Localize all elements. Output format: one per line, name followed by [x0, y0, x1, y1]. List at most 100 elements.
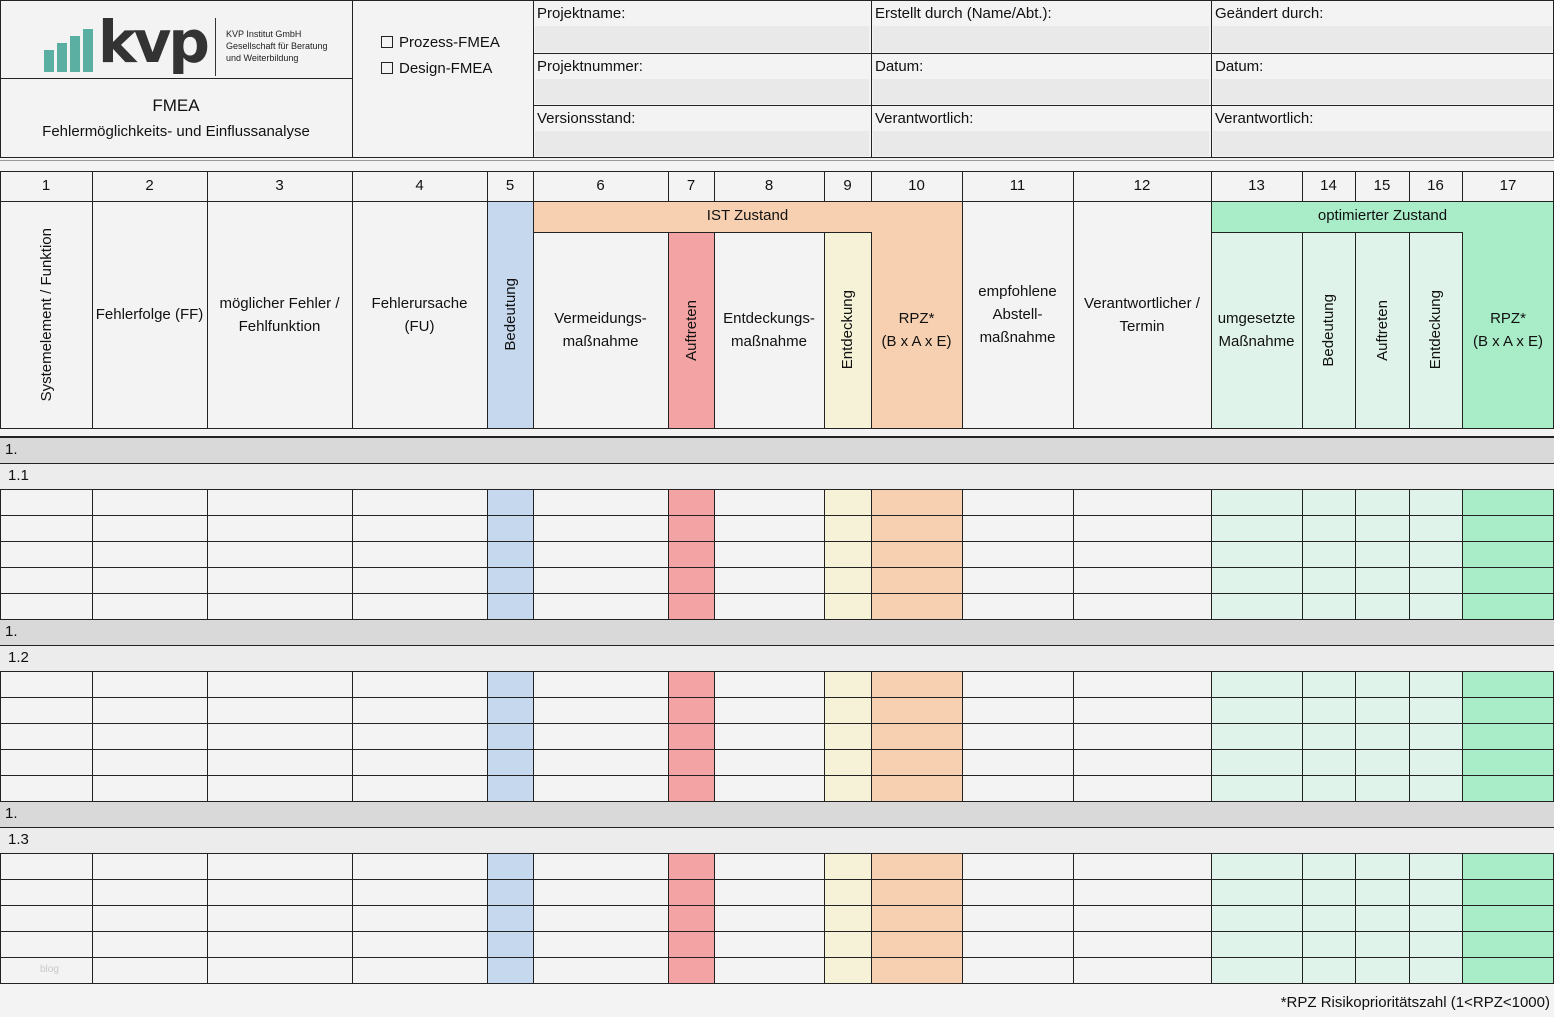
table-cell[interactable] [487, 697, 533, 723]
table-cell[interactable] [1409, 931, 1462, 957]
table-cell[interactable] [824, 905, 871, 931]
table-cell[interactable] [668, 853, 714, 879]
header-field-input[interactable] [535, 26, 869, 52]
table-cell[interactable] [92, 489, 207, 515]
table-cell[interactable] [962, 723, 1073, 749]
table-cell[interactable] [0, 671, 92, 697]
table-cell[interactable] [1211, 957, 1302, 983]
table-cell[interactable] [92, 749, 207, 775]
table-cell[interactable] [0, 749, 92, 775]
table-cell[interactable] [0, 775, 92, 801]
table-cell[interactable] [871, 879, 962, 905]
table-cell[interactable] [1355, 905, 1409, 931]
table-cell[interactable] [871, 489, 962, 515]
table-cell[interactable] [1462, 671, 1554, 697]
header-field-input[interactable] [873, 26, 1209, 52]
table-cell[interactable] [714, 931, 824, 957]
table-cell[interactable] [1211, 489, 1302, 515]
table-cell[interactable] [962, 515, 1073, 541]
table-cell[interactable] [92, 567, 207, 593]
table-cell[interactable] [1355, 931, 1409, 957]
table-cell[interactable] [668, 567, 714, 593]
table-cell[interactable] [1073, 489, 1211, 515]
table-cell[interactable] [1073, 723, 1211, 749]
table-cell[interactable] [487, 853, 533, 879]
table-cell[interactable] [352, 671, 487, 697]
table-cell[interactable] [487, 541, 533, 567]
table-cell[interactable] [207, 489, 352, 515]
table-cell[interactable] [1409, 541, 1462, 567]
table-cell[interactable] [352, 749, 487, 775]
table-cell[interactable] [1211, 541, 1302, 567]
table-cell[interactable] [1302, 671, 1355, 697]
table-cell[interactable] [714, 749, 824, 775]
table-cell[interactable] [1409, 593, 1462, 619]
table-cell[interactable] [207, 749, 352, 775]
table-cell[interactable] [871, 593, 962, 619]
table-cell[interactable] [1409, 489, 1462, 515]
table-cell[interactable] [352, 489, 487, 515]
table-cell[interactable] [714, 879, 824, 905]
table-cell[interactable] [207, 853, 352, 879]
table-cell[interactable] [1073, 567, 1211, 593]
table-cell[interactable] [92, 541, 207, 567]
table-cell[interactable] [1355, 593, 1409, 619]
table-cell[interactable] [487, 723, 533, 749]
table-cell[interactable] [533, 931, 668, 957]
table-cell[interactable] [871, 931, 962, 957]
table-cell[interactable] [207, 697, 352, 723]
checkbox-prozess-fmea[interactable]: Prozess-FMEA [381, 32, 500, 55]
table-cell[interactable] [824, 671, 871, 697]
table-cell[interactable] [1073, 931, 1211, 957]
table-cell[interactable] [1355, 515, 1409, 541]
table-cell[interactable] [714, 723, 824, 749]
header-field-input[interactable] [1213, 131, 1552, 156]
table-cell[interactable] [1211, 905, 1302, 931]
table-cell[interactable] [207, 905, 352, 931]
table-cell[interactable] [871, 723, 962, 749]
table-cell[interactable] [352, 957, 487, 983]
table-cell[interactable] [714, 541, 824, 567]
table-cell[interactable] [487, 879, 533, 905]
table-cell[interactable] [871, 697, 962, 723]
header-field-input[interactable] [1213, 26, 1552, 52]
table-cell[interactable] [668, 957, 714, 983]
table-cell[interactable] [1409, 853, 1462, 879]
table-cell[interactable] [1073, 775, 1211, 801]
table-cell[interactable] [533, 671, 668, 697]
table-cell[interactable] [0, 567, 92, 593]
table-cell[interactable] [1355, 489, 1409, 515]
table-cell[interactable] [533, 697, 668, 723]
table-cell[interactable] [668, 905, 714, 931]
table-cell[interactable] [1073, 853, 1211, 879]
table-cell[interactable] [1073, 905, 1211, 931]
table-cell[interactable] [352, 541, 487, 567]
table-cell[interactable] [714, 775, 824, 801]
table-cell[interactable] [962, 879, 1073, 905]
table-cell[interactable] [1302, 489, 1355, 515]
table-cell[interactable] [1462, 541, 1554, 567]
table-cell[interactable] [533, 489, 668, 515]
table-cell[interactable] [92, 593, 207, 619]
table-cell[interactable] [533, 515, 668, 541]
table-cell[interactable] [962, 697, 1073, 723]
table-cell[interactable] [92, 697, 207, 723]
table-cell[interactable] [1302, 749, 1355, 775]
table-cell[interactable] [1211, 879, 1302, 905]
header-field-input[interactable] [1213, 79, 1552, 104]
table-cell[interactable] [1211, 671, 1302, 697]
table-cell[interactable] [824, 515, 871, 541]
table-cell[interactable] [92, 723, 207, 749]
table-cell[interactable] [207, 775, 352, 801]
table-cell[interactable] [1211, 931, 1302, 957]
table-cell[interactable] [487, 775, 533, 801]
table-cell[interactable] [962, 931, 1073, 957]
table-cell[interactable] [352, 697, 487, 723]
table-cell[interactable] [487, 567, 533, 593]
table-cell[interactable] [0, 905, 92, 931]
checkbox-design-fmea[interactable]: Design-FMEA [381, 58, 492, 81]
table-cell[interactable] [1073, 749, 1211, 775]
table-cell[interactable] [962, 593, 1073, 619]
table-cell[interactable] [1355, 957, 1409, 983]
table-cell[interactable] [1302, 593, 1355, 619]
